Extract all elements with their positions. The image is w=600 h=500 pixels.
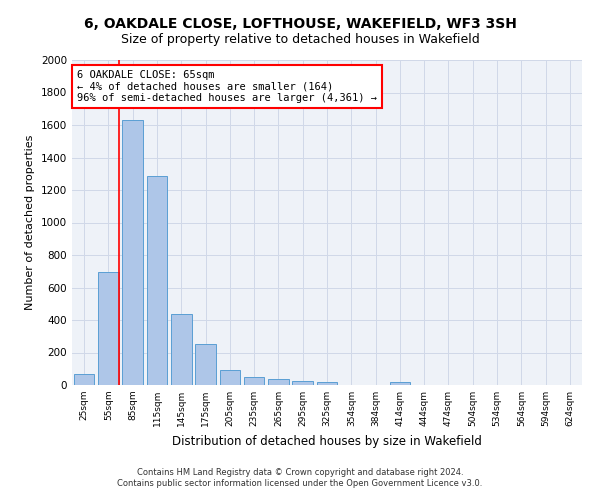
- Text: Contains HM Land Registry data © Crown copyright and database right 2024.
Contai: Contains HM Land Registry data © Crown c…: [118, 468, 482, 487]
- X-axis label: Distribution of detached houses by size in Wakefield: Distribution of detached houses by size …: [172, 434, 482, 448]
- Bar: [195, 344, 216, 385]
- Bar: [292, 381, 313, 385]
- Bar: [389, 382, 410, 385]
- Text: 6, OAKDALE CLOSE, LOFTHOUSE, WAKEFIELD, WF3 3SH: 6, OAKDALE CLOSE, LOFTHOUSE, WAKEFIELD, …: [83, 18, 517, 32]
- Text: Size of property relative to detached houses in Wakefield: Size of property relative to detached ho…: [121, 32, 479, 46]
- Bar: [317, 382, 337, 385]
- Bar: [268, 380, 289, 385]
- Bar: [220, 370, 240, 385]
- Bar: [98, 272, 119, 385]
- Bar: [244, 377, 265, 385]
- Bar: [146, 176, 167, 385]
- Bar: [171, 314, 191, 385]
- Text: 6 OAKDALE CLOSE: 65sqm
← 4% of detached houses are smaller (164)
96% of semi-det: 6 OAKDALE CLOSE: 65sqm ← 4% of detached …: [77, 70, 377, 103]
- Bar: [122, 120, 143, 385]
- Bar: [74, 374, 94, 385]
- Y-axis label: Number of detached properties: Number of detached properties: [25, 135, 35, 310]
